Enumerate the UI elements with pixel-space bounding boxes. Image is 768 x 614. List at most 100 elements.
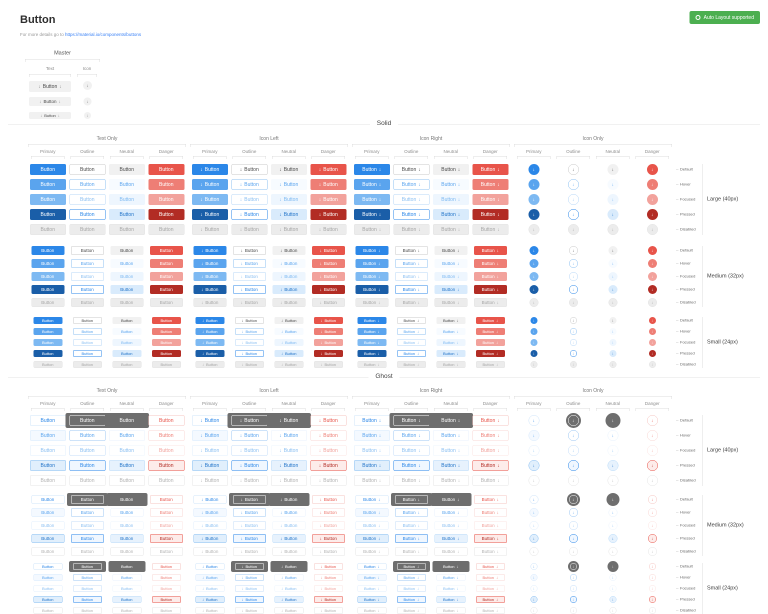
button-sample[interactable]: Button [33,361,63,368]
button-sample[interactable]: Button ↓ [432,430,469,441]
button-sample[interactable]: Button ↓ [357,607,387,614]
icon-button-sample[interactable]: ↓ [609,596,617,603]
button-sample[interactable]: Button ↓ [394,272,428,281]
button-sample[interactable]: ↓ Button [311,495,345,504]
icon-button-sample[interactable]: ↓ [568,246,578,255]
button-sample[interactable]: Button ↓ [472,430,509,441]
icon-button-sample[interactable]: ↓ [608,259,618,268]
button-sample[interactable]: Button [149,285,183,294]
icon-button-sample[interactable]: ↓ [647,298,657,307]
button-sample[interactable]: Button [72,317,102,324]
icon-button-sample[interactable]: ↓ [568,298,578,307]
button-sample[interactable]: ↓ Button [274,328,304,335]
button-sample[interactable]: Button ↓ [475,350,505,357]
icon-button-sample[interactable]: ↓ [567,164,579,175]
master-text-button-medium[interactable]: ↓ Button ↓ [29,97,71,106]
icon-button-sample[interactable]: ↓ [529,547,539,556]
button-sample[interactable]: Button ↓ [396,563,426,570]
button-sample[interactable]: Button ↓ [357,328,387,335]
button-sample[interactable]: Button [148,475,185,486]
button-sample[interactable]: Button ↓ [357,361,387,368]
icon-button-sample[interactable]: ↓ [567,430,579,441]
button-sample[interactable]: ↓ Button [313,574,343,581]
button-sample[interactable]: Button [110,547,144,556]
button-sample[interactable]: Button ↓ [473,246,507,255]
icon-button-sample[interactable]: ↓ [528,445,540,456]
icon-button-sample[interactable]: ↓ [648,339,656,346]
icon-button-sample[interactable]: ↓ [648,350,656,357]
icon-button-sample[interactable]: ↓ [647,246,657,255]
icon-button-sample[interactable]: ↓ [528,179,540,190]
button-sample[interactable]: ↓ Button [310,475,347,486]
button-sample[interactable]: Button [31,285,65,294]
icon-button-sample[interactable]: ↓ [567,179,579,190]
button-sample[interactable]: ↓ Button [232,495,266,504]
icon-button-sample[interactable]: ↓ [530,585,538,592]
button-sample[interactable]: ↓ Button [274,574,304,581]
button-sample[interactable]: Button ↓ [432,224,469,235]
button-sample[interactable]: Button [69,445,106,456]
button-sample[interactable]: Button ↓ [472,179,509,190]
button-sample[interactable]: ↓ Button [270,445,307,456]
button-sample[interactable]: ↓ Button [234,596,264,603]
button-sample[interactable]: ↓ Button [272,246,306,255]
button-sample[interactable]: Button ↓ [394,547,428,556]
button-sample[interactable]: ↓ Button [313,361,343,368]
button-sample[interactable]: Button [33,339,63,346]
button-sample[interactable]: Button ↓ [475,607,505,614]
icon-button-sample[interactable]: ↓ [609,339,617,346]
button-sample[interactable]: Button [112,563,141,570]
button-sample[interactable]: ↓ Button [231,445,268,456]
button-sample[interactable]: Button ↓ [475,328,505,335]
button-sample[interactable]: ↓ Button [231,460,268,471]
button-sample[interactable]: Button ↓ [432,460,469,471]
icon-button-sample[interactable]: ↓ [646,475,658,486]
icon-button-sample[interactable]: ↓ [646,445,658,456]
icon-button-sample[interactable]: ↓ [568,259,578,268]
icon-button-sample[interactable]: ↓ [609,563,616,570]
button-sample[interactable]: Button [29,179,66,190]
button-sample[interactable]: Button ↓ [436,574,466,581]
button-sample[interactable]: Button ↓ [394,259,428,268]
button-sample[interactable]: Button [33,596,63,603]
icon-button-sample[interactable]: ↓ [568,495,578,504]
button-sample[interactable]: Button ↓ [472,460,509,471]
icon-button-sample[interactable]: ↓ [607,475,619,486]
button-sample[interactable]: Button [109,415,145,426]
button-sample[interactable]: Button ↓ [396,585,426,592]
button-sample[interactable]: Button [70,521,104,530]
button-sample[interactable]: Button ↓ [472,445,509,456]
button-sample[interactable]: ↓ Button [234,563,264,570]
button-sample[interactable]: ↓ Button [191,164,228,175]
button-sample[interactable]: ↓ Button [234,607,264,614]
button-sample[interactable]: Button ↓ [355,534,389,543]
icon-button-sample[interactable]: ↓ [646,179,658,190]
button-sample[interactable]: ↓ Button [191,460,228,471]
icon-button-sample[interactable]: ↓ [646,164,658,175]
button-sample[interactable]: ↓ Button [274,350,304,357]
button-sample[interactable]: Button [148,224,185,235]
button-sample[interactable]: Button [70,534,104,543]
button-sample[interactable]: Button ↓ [357,585,387,592]
button-sample[interactable]: Button ↓ [434,495,467,504]
icon-button-sample[interactable]: ↓ [568,272,578,281]
button-sample[interactable]: ↓ Button [311,298,345,307]
button-sample[interactable]: Button [149,259,183,268]
button-sample[interactable]: ↓ Button [232,508,266,517]
button-sample[interactable]: Button ↓ [436,563,465,570]
button-sample[interactable]: Button ↓ [396,574,426,581]
icon-button-sample[interactable]: ↓ [569,596,577,603]
docs-link[interactable]: https://material.io/components/buttons [65,32,142,37]
button-sample[interactable]: Button [108,194,145,205]
icon-button-sample[interactable]: ↓ [569,350,577,357]
icon-button-sample[interactable]: ↓ [648,596,656,603]
icon-button-sample[interactable]: ↓ [567,445,579,456]
button-sample[interactable]: Button [149,534,183,543]
button-sample[interactable]: ↓ Button [272,285,306,294]
button-sample[interactable]: Button ↓ [432,475,469,486]
button-sample[interactable]: Button ↓ [353,164,390,175]
button-sample[interactable]: ↓ Button [311,272,345,281]
button-sample[interactable]: Button ↓ [434,259,468,268]
button-sample[interactable]: Button [72,328,102,335]
button-sample[interactable]: Button [108,475,145,486]
